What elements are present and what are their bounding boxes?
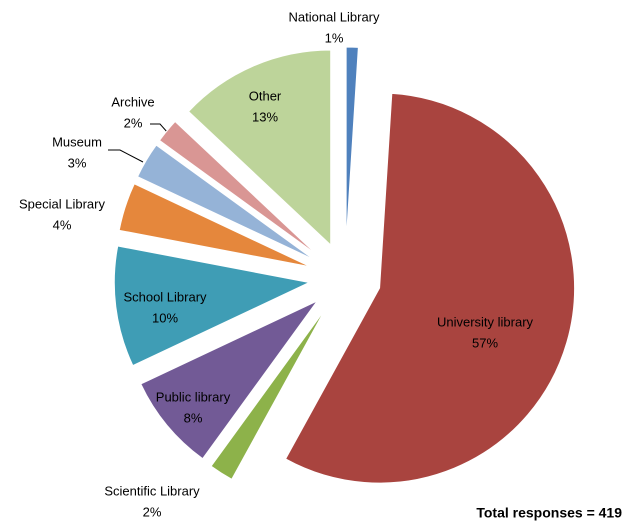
value-label: 3% [68,155,87,170]
pie-slice [345,46,359,243]
slice-label: National Library [288,9,380,24]
value-label: 8% [184,410,203,425]
pie-slice [158,120,318,256]
pie-slice [210,308,327,480]
pie-slice [113,245,311,367]
value-label: 2% [143,504,162,519]
value-label: 2% [124,115,143,130]
slice-label: Special Library [19,196,105,211]
value-label: 1% [325,30,344,45]
pie-slice [118,183,311,268]
slice-label: Other [249,88,282,103]
slice-label: University library [437,314,534,329]
pie-slice [187,49,332,247]
pie-slice [284,92,576,484]
slice-label: Archive [111,94,154,109]
slice-label: Museum [52,134,102,149]
annotation: Total responses = 419 [476,505,622,521]
slice-label: Scientific Library [104,483,200,498]
leader-line [150,123,169,134]
value-label: 4% [53,217,72,232]
value-label: 13% [252,109,278,124]
pie-slice [140,300,318,460]
value-label: 57% [472,335,498,350]
slice-label: Public library [156,389,231,404]
value-label: 10% [152,310,178,325]
pie-slice [136,144,315,261]
slice-label: School Library [123,289,207,304]
leader-line [108,149,144,163]
